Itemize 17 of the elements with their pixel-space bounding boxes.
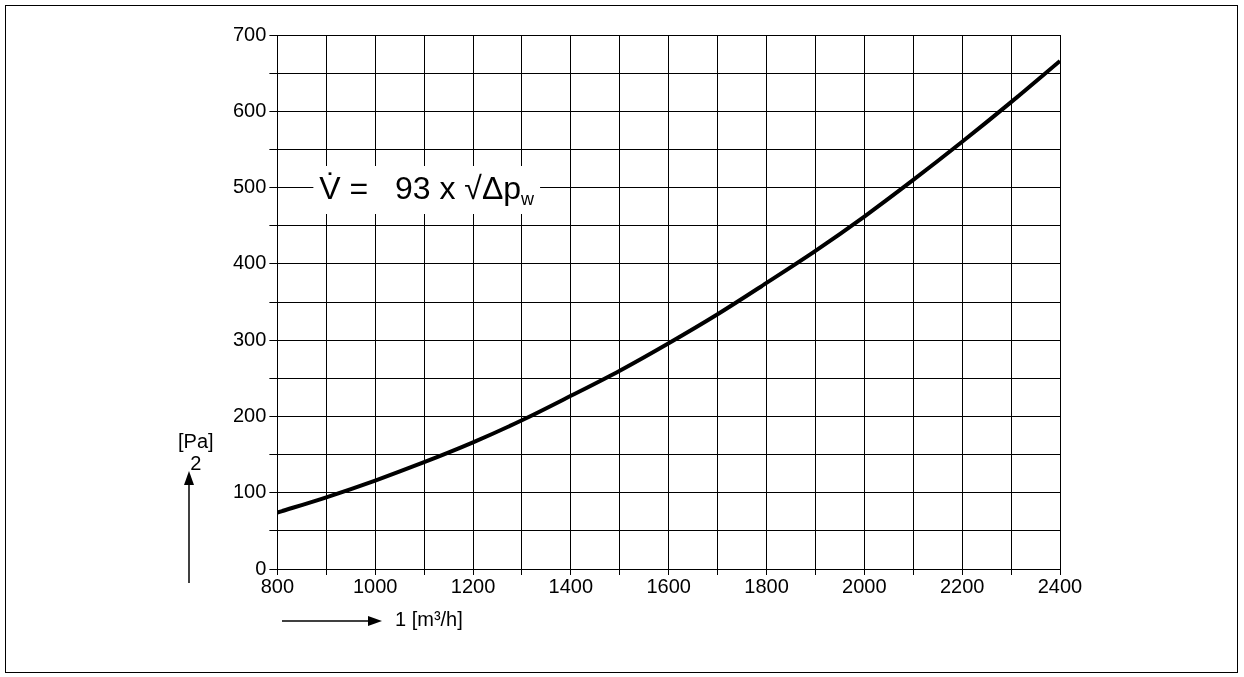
x-axis-title: 1 [m³/h] xyxy=(395,608,463,630)
y-tick-label: 400 xyxy=(232,251,267,274)
x-tick-label: 1800 xyxy=(744,574,789,597)
x-tick-label: 2400 xyxy=(1037,574,1083,597)
x-tick-label: 1200 xyxy=(450,574,496,597)
x-tick-label: 1600 xyxy=(646,574,691,597)
x-tick-label: 1000 xyxy=(352,574,398,597)
y-tick-label: 700 xyxy=(232,22,267,45)
x-tick-label: 1400 xyxy=(548,574,594,597)
y-tick-label: 300 xyxy=(232,327,267,350)
x-tick-label: 2200 xyxy=(939,574,985,597)
y-tick-label: 100 xyxy=(232,480,267,503)
y-tick-label: 500 xyxy=(232,175,267,198)
x-tick-label: 2000 xyxy=(842,574,887,597)
y-tick-label: 200 xyxy=(232,403,267,426)
y-axis-title: [Pa] 2 xyxy=(178,430,214,474)
y-tick-label: 600 xyxy=(232,98,267,121)
